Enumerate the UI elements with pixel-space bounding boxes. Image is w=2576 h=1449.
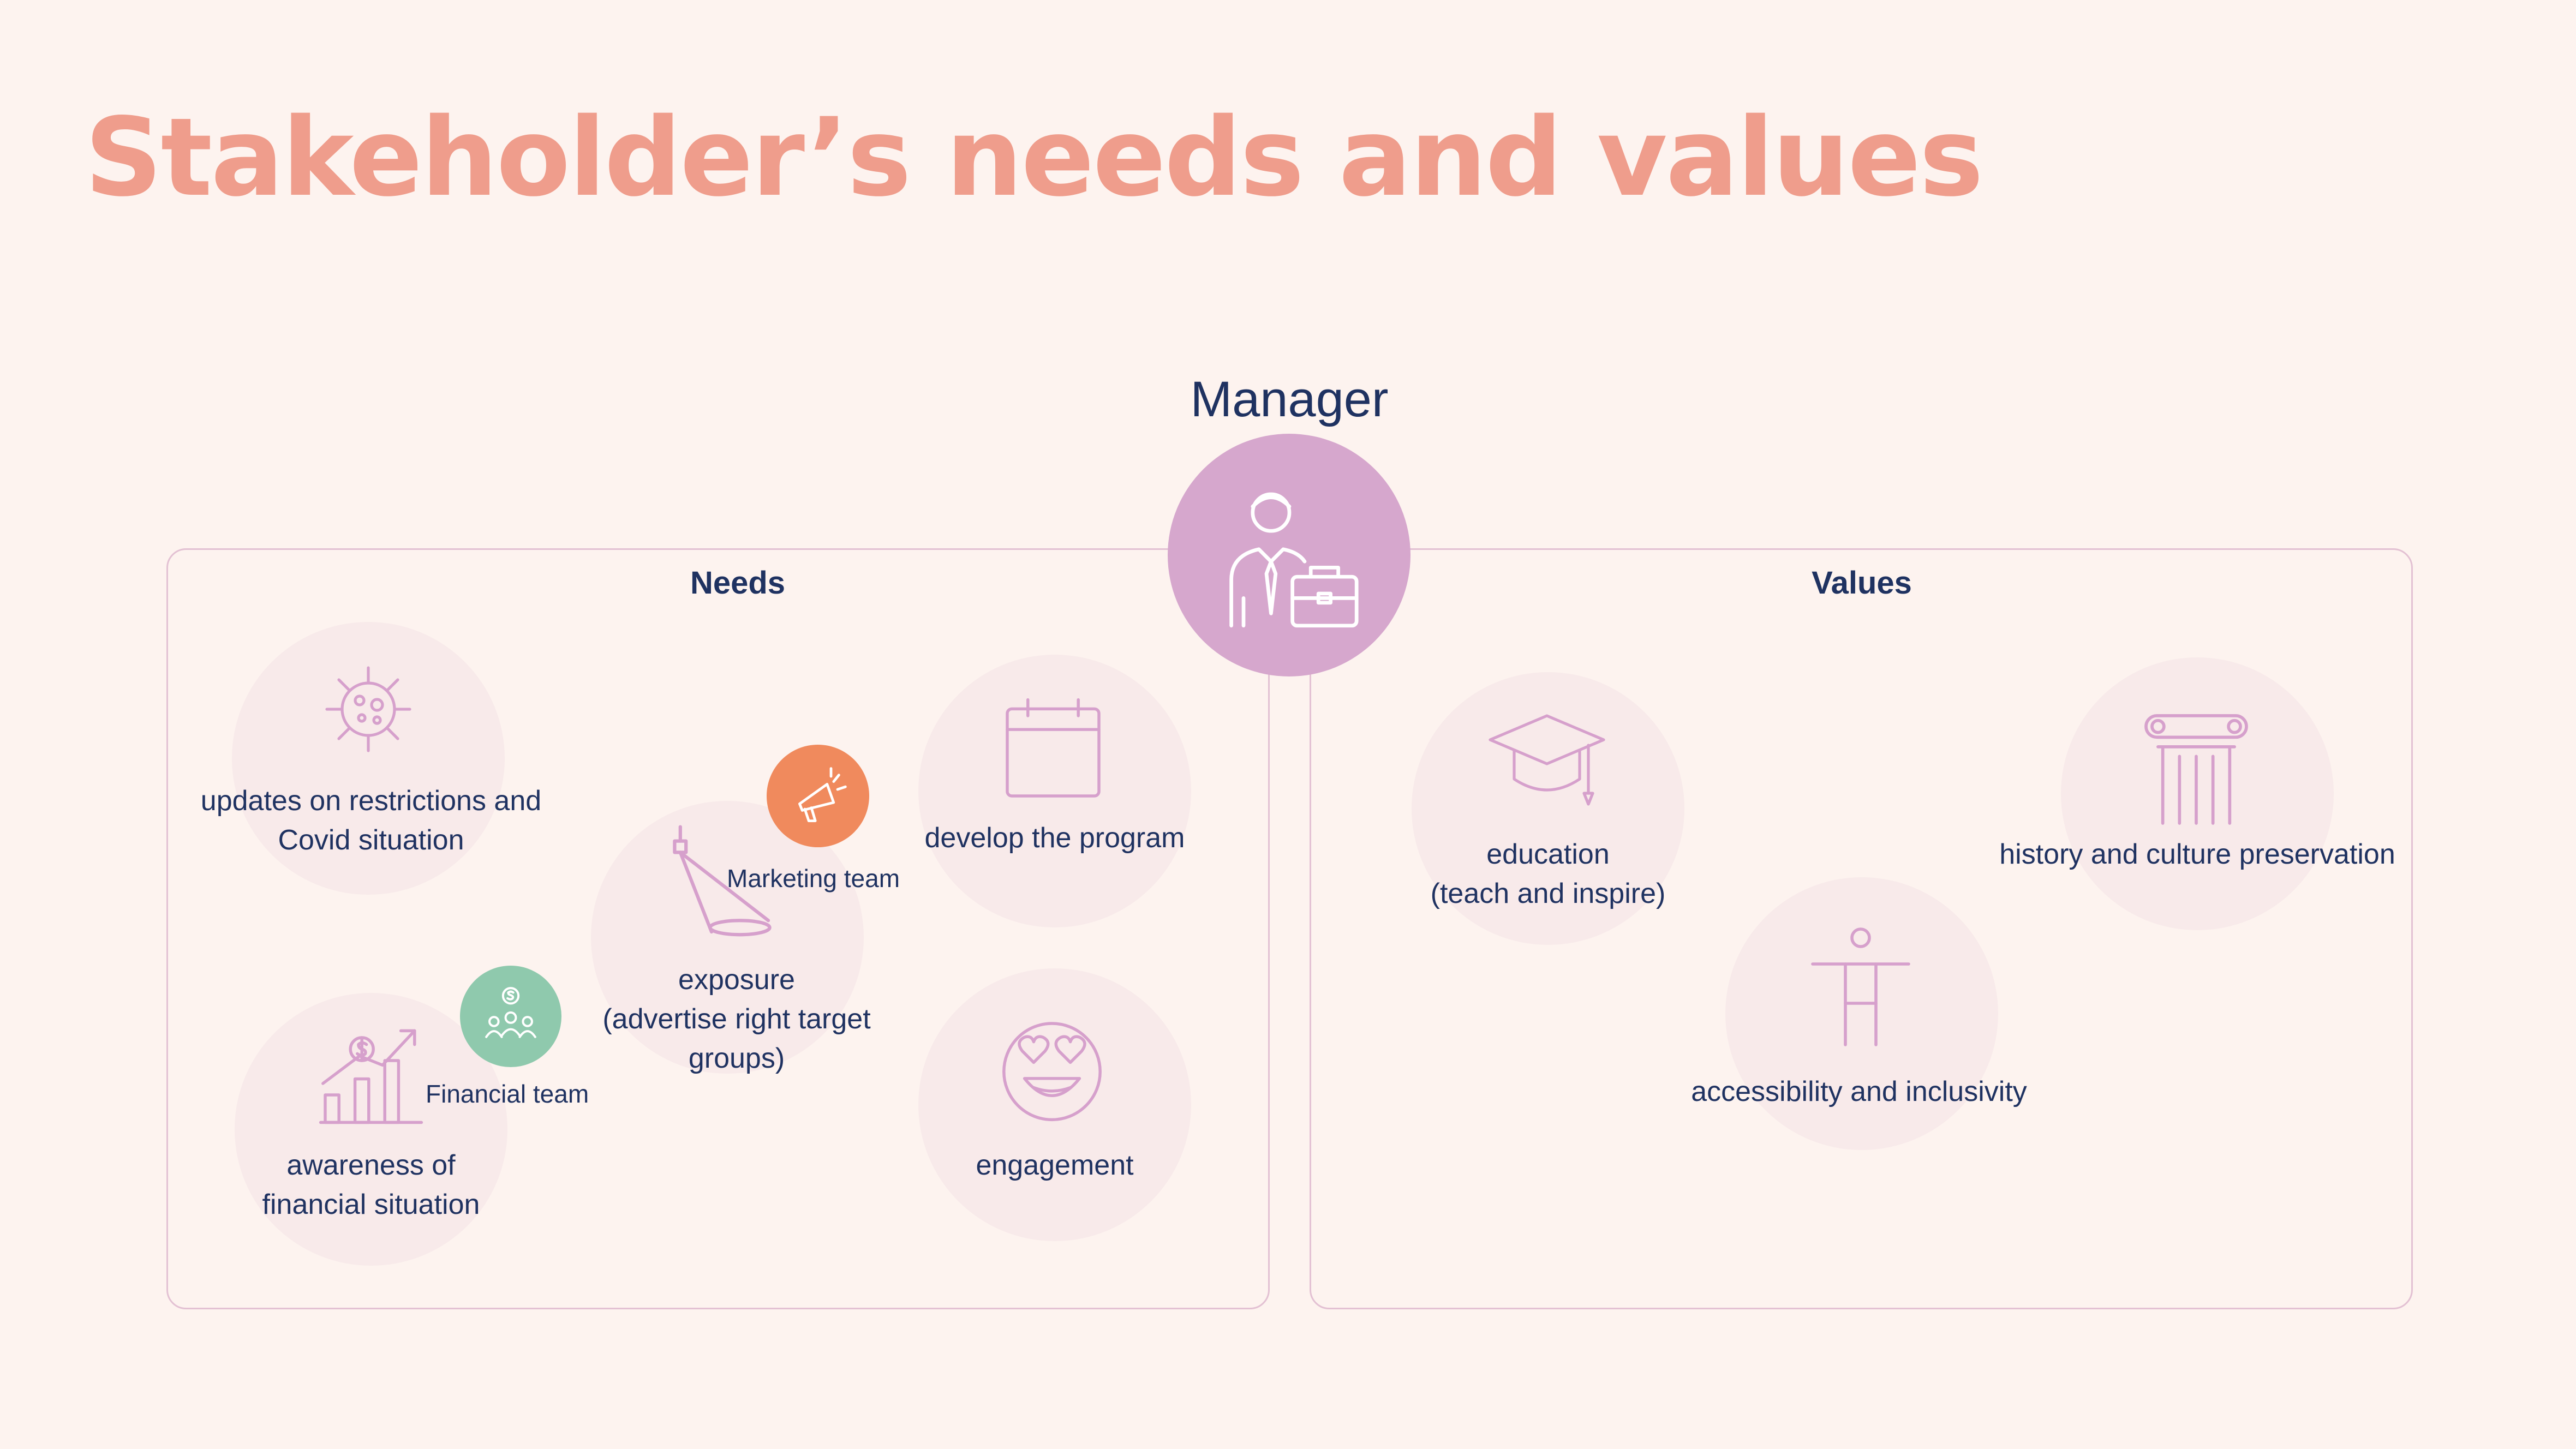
need-label-line: Covid situation: [278, 824, 464, 856]
need-label-exposure: exposure (advertise right target groups): [546, 960, 928, 1078]
virus-icon: [325, 666, 411, 752]
need-bubble-financial: [235, 993, 507, 1266]
graduation-cap-icon: [1489, 714, 1605, 806]
need-label-line: (advertise right target: [602, 1003, 871, 1035]
accessibility-icon: [1811, 927, 1910, 1046]
need-label-line: financial situation: [262, 1189, 480, 1220]
need-label-line: exposure: [678, 964, 795, 996]
spotlight-icon: [673, 825, 772, 937]
need-bubble-engagement: [918, 968, 1191, 1241]
marketing-team-label: Marketing team: [727, 864, 900, 893]
money-team-icon: [485, 987, 536, 1038]
growth-chart-icon: [319, 1029, 423, 1124]
column-icon: [2144, 714, 2248, 825]
need-label-line: awareness of: [286, 1149, 456, 1181]
calendar-icon: [1006, 698, 1101, 798]
need-label-program: develop the program: [924, 822, 1185, 854]
value-label-education: education (teach and inspire): [1357, 835, 1739, 913]
values-panel: [1310, 548, 2413, 1309]
value-label-accessibility: accessibility and inclusivity: [1691, 1076, 2027, 1107]
financial-team-badge: [460, 966, 561, 1067]
businessman-briefcase-icon: [1229, 492, 1359, 627]
page-title: Stakeholder’s needs and values: [85, 94, 1983, 220]
manager-avatar: [1168, 434, 1410, 676]
need-label-line: groups): [688, 1043, 785, 1074]
value-label-line: education: [1486, 839, 1610, 870]
needs-panel: [166, 548, 1270, 1309]
manager-label: Manager: [1190, 372, 1389, 427]
heart-eyes-emoji-icon: [1002, 1022, 1102, 1122]
values-heading: Values: [1812, 565, 1912, 601]
needs-heading: Needs: [690, 565, 786, 601]
financial-team-label: Financial team: [426, 1080, 589, 1108]
need-label-engagement: engagement: [976, 1149, 1134, 1181]
need-label-line: updates on restrictions and: [200, 785, 542, 817]
need-label-financial: awareness of financial situation: [180, 1146, 562, 1224]
megaphone-icon: [798, 767, 847, 822]
marketing-team-badge: [767, 745, 869, 847]
need-bubble-program: [918, 655, 1191, 927]
need-label-covid: updates on restrictions and Covid situat…: [166, 781, 576, 860]
value-label-history: history and culture preservation: [1999, 839, 2395, 870]
value-bubble-accessibility: [1725, 877, 1998, 1150]
value-label-line: (teach and inspire): [1430, 878, 1666, 909]
